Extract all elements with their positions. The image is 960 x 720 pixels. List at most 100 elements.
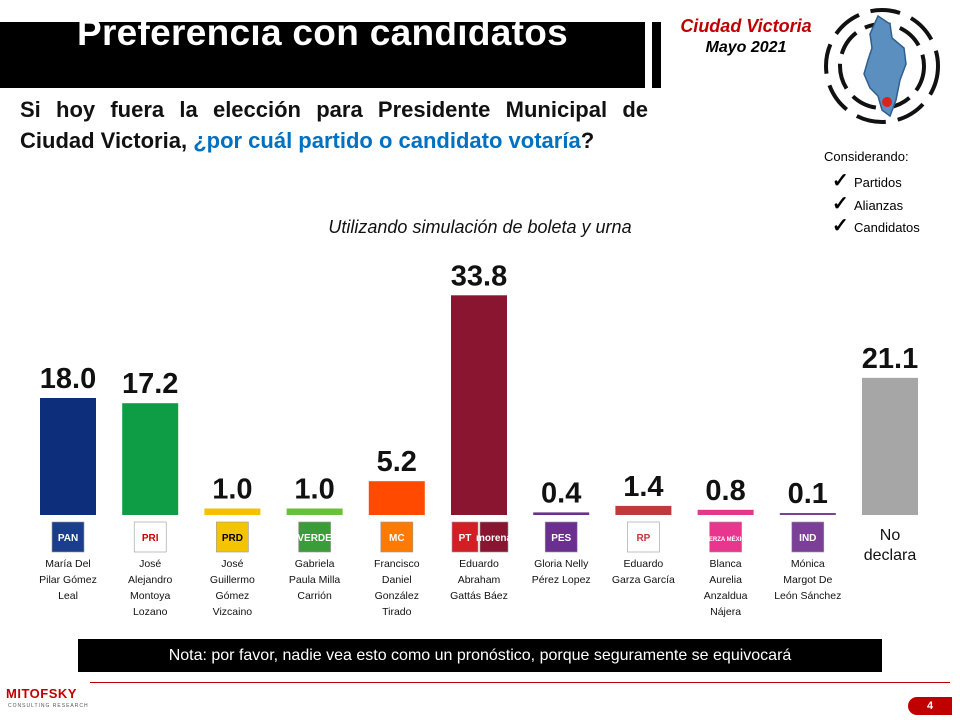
- considering-item: ✓ Alianzas: [832, 193, 904, 215]
- party-logo-icon: [544, 521, 578, 553]
- party-logo-icon-text: FUERZA MÉXICO: [701, 535, 751, 543]
- party-logo-icon: [133, 521, 167, 553]
- brand-subtitle: CONSULTING RESEARCH: [8, 703, 89, 709]
- data-label: 1.0: [294, 474, 334, 506]
- category-label: Vizcaino: [213, 606, 253, 618]
- bar: [122, 403, 179, 515]
- party-logo-icon-text: VERDE: [297, 533, 332, 544]
- category-label: Abraham: [458, 574, 501, 586]
- considering-item: ✓ Partidos: [832, 170, 902, 192]
- category-label: González: [375, 590, 419, 602]
- check-icon: ✓: [832, 193, 849, 215]
- note-text: Nota: por favor, nadie vea esto como un …: [168, 647, 792, 664]
- data-label: 18.0: [40, 363, 96, 395]
- category-label: León Sánchez: [774, 590, 841, 602]
- category-label: Carrión: [297, 590, 332, 602]
- bar: [697, 509, 754, 515]
- morena-logo-icon: [479, 521, 509, 553]
- category-label: Leal: [58, 590, 78, 602]
- data-label: 5.2: [377, 446, 417, 478]
- considering-label: Considerando:: [824, 149, 909, 164]
- bar: [533, 512, 590, 515]
- category-label: Montoya: [130, 590, 170, 602]
- party-logo-icon: [216, 521, 249, 553]
- category-label: Gómez: [215, 590, 249, 602]
- data-label: 0.8: [705, 475, 745, 507]
- category-label: Daniel: [382, 574, 412, 586]
- category-label: Eduardo: [459, 558, 499, 570]
- category-label: Pérez Lopez: [532, 574, 591, 586]
- date-label: Mayo 2021: [705, 39, 787, 56]
- data-label: 33.8: [451, 260, 507, 292]
- party-logo-icon: [51, 521, 85, 553]
- party-logo-icon-text: PES: [551, 533, 571, 544]
- category-label: Garza García: [612, 574, 675, 586]
- party-logo-icon: [380, 521, 414, 553]
- party-logo-icon-text: PRI: [142, 533, 159, 544]
- title-bar: [0, 22, 645, 88]
- category-label: Lozano: [133, 606, 168, 618]
- pt-logo-icon-text: PT: [459, 533, 472, 544]
- bar: [204, 508, 261, 515]
- considering-item: ✓ Candidatos: [832, 215, 920, 237]
- party-logo-icon-text: IND: [799, 533, 816, 544]
- bar-chart: 18.0 PAN María Del Pilar Gómez Leal 17.2 PRI Jo…: [39, 260, 918, 618]
- page-number: 4: [908, 697, 952, 715]
- party-logo-icon: [627, 521, 660, 553]
- brand-logo: MITOFSKY: [6, 686, 77, 701]
- bar: [286, 508, 343, 515]
- category-label: Anzaldua: [704, 590, 748, 602]
- category-label: Nájera: [710, 606, 741, 618]
- category-label: José: [139, 558, 161, 570]
- title-divider: [652, 22, 661, 88]
- party-logo-icon: [298, 521, 331, 553]
- category-label: Tirado: [382, 606, 412, 618]
- category-label: José: [221, 558, 243, 570]
- data-label: 21.1: [862, 343, 918, 375]
- category-label: María Del: [45, 558, 91, 570]
- data-label: 0.1: [788, 478, 828, 510]
- morena-logo-icon-text: morena: [476, 533, 513, 544]
- party-logo-icon: [791, 521, 825, 553]
- page-title: Preferencia con candidatos: [76, 12, 569, 53]
- bar: [615, 505, 672, 515]
- note-bar: [78, 639, 882, 672]
- data-label: 1.0: [212, 474, 252, 506]
- category-label: Paula Milla: [289, 574, 341, 586]
- bar: [40, 398, 96, 515]
- party-logo-icon-text: PAN: [58, 533, 78, 544]
- category-label: Gloria Nelly: [534, 558, 589, 570]
- party-logo-icon: [709, 521, 742, 553]
- category-label: Eduardo: [624, 558, 664, 570]
- tamaulipas-map-icon: [824, 8, 940, 124]
- party-logo-icon-text: MC: [389, 533, 405, 544]
- party-logo-icon-text: PRD: [222, 533, 243, 544]
- category-label: Aurelia: [709, 574, 742, 586]
- category-label: Blanca: [710, 558, 742, 570]
- category-label: Gabriela: [295, 558, 335, 570]
- bar: [451, 295, 507, 515]
- category-label: No: [880, 527, 901, 544]
- party-logo-icon-text: RP: [636, 533, 650, 544]
- category-label: declara: [864, 547, 917, 564]
- bar: [368, 481, 425, 515]
- data-label: 1.4: [623, 471, 663, 503]
- survey-question: Si hoy fuera la elección para Presidente…: [20, 97, 648, 153]
- category-label: Gattás Báez: [450, 590, 508, 602]
- data-label: 0.4: [541, 477, 581, 509]
- category-label: Margot De: [783, 574, 832, 586]
- category-label: Pilar Gómez: [39, 574, 97, 586]
- bar: [779, 513, 836, 515]
- category-label: Guillermo: [210, 574, 255, 586]
- category-label: Francisco: [374, 558, 420, 570]
- data-label: 17.2: [122, 368, 178, 400]
- check-icon: ✓: [832, 215, 849, 237]
- chart-subtitle: Utilizando simulación de boleta y urna: [328, 217, 632, 237]
- bar: [862, 377, 918, 515]
- check-icon: ✓: [832, 170, 849, 192]
- pt-logo-icon: [451, 521, 479, 553]
- footer-divider: [90, 682, 950, 683]
- category-label: Alejandro: [128, 574, 173, 586]
- city-label: Ciudad Victoria: [680, 16, 812, 36]
- category-label: Mónica: [791, 558, 825, 570]
